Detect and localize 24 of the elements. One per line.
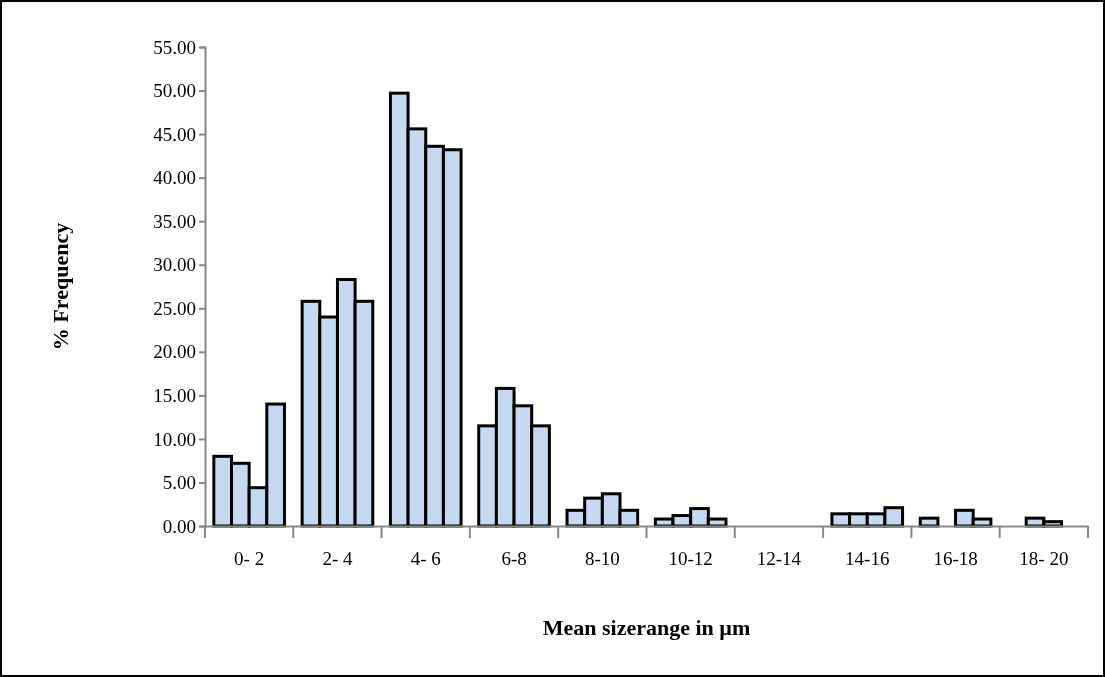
x-axis-title: Mean sizerange in µm xyxy=(542,615,751,640)
x-tick-label: 2- 4 xyxy=(322,548,353,570)
x-tick-label: 4- 6 xyxy=(410,548,441,570)
y-tick-label: 25.00 xyxy=(153,297,196,319)
y-tick-label: 5.00 xyxy=(162,472,196,494)
y-tick-label: 15.00 xyxy=(153,384,196,406)
y-tick-label: 45.00 xyxy=(153,123,196,145)
y-tick-label: 10.00 xyxy=(153,428,196,450)
y-tick-label: 40.00 xyxy=(153,167,196,189)
y-axis-title: % Frequency xyxy=(48,222,73,351)
x-tick-label: 0- 2 xyxy=(234,548,265,570)
y-tick-label: 55.00 xyxy=(153,36,196,58)
y-tick-label: 20.00 xyxy=(153,341,196,363)
y-tick-label: 50.00 xyxy=(153,80,196,102)
y-tick-label: 35.00 xyxy=(153,210,196,232)
y-tick-label: 0.00 xyxy=(162,515,196,537)
x-tick-label: 14-16 xyxy=(845,548,890,570)
x-tick-label: 10-12 xyxy=(668,548,713,570)
x-tick-label: 8-10 xyxy=(584,548,620,570)
x-tick-label: 16-18 xyxy=(933,548,978,570)
x-tick-label: 6-8 xyxy=(501,548,527,570)
x-tick-label: 18- 20 xyxy=(1019,548,1069,570)
x-tick-label: 12-14 xyxy=(756,548,802,570)
y-tick-label: 30.00 xyxy=(153,254,196,276)
